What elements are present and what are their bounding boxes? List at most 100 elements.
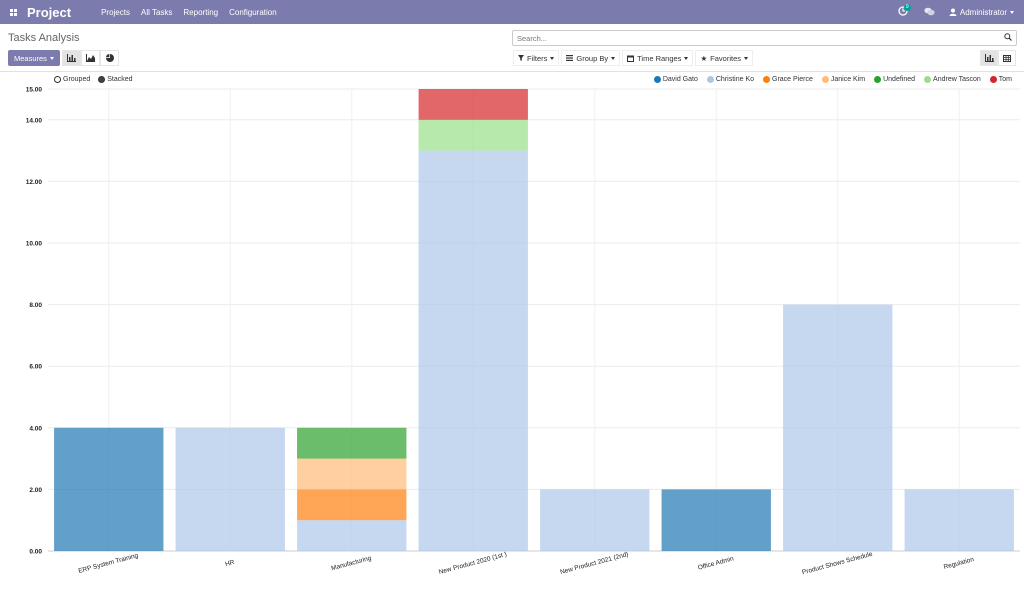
legend-item[interactable]: Tom bbox=[989, 76, 1012, 83]
calendar-icon bbox=[627, 55, 635, 62]
time-ranges-label: Time Ranges bbox=[637, 53, 682, 63]
x-tick-label: Regulation bbox=[943, 556, 975, 571]
menu-projects[interactable]: Projects bbox=[101, 7, 130, 17]
legend-label: Undefined bbox=[883, 76, 916, 83]
graph-view-button[interactable] bbox=[980, 50, 998, 66]
x-tick-label: ERP System Training bbox=[78, 552, 140, 575]
control-panel: Tasks Analysis Measures Search... Filter… bbox=[0, 24, 1024, 72]
y-tick-label: 0.00 bbox=[29, 549, 42, 556]
bar-segment bbox=[540, 489, 650, 551]
bar-chart: 0.00 2.00 4.00 6.00 8.00 10.00 12.00 14.00 15.00… bbox=[26, 87, 1020, 577]
legend-swatch bbox=[763, 76, 771, 83]
legend-item[interactable]: Christine Ko bbox=[706, 76, 755, 83]
user-icon bbox=[949, 8, 957, 16]
x-tick-label: Manufacturing bbox=[331, 555, 373, 573]
activity-icon[interactable]: 9 bbox=[898, 4, 911, 18]
y-tick-label: 2.00 bbox=[29, 487, 42, 494]
search-input[interactable]: Search... bbox=[512, 30, 1017, 46]
area-chart-icon bbox=[86, 54, 95, 62]
time-ranges-button[interactable]: Time Ranges bbox=[622, 50, 694, 66]
chart-area: Grouped Stacked David Gato Christine Ko Gr… bbox=[0, 73, 1024, 605]
legend-item[interactable]: David Gato bbox=[653, 76, 698, 83]
page-title: Tasks Analysis bbox=[8, 32, 80, 44]
top-navbar: Project Projects All Tasks Reporting Con… bbox=[0, 0, 1024, 24]
bar-chart-icon bbox=[67, 54, 76, 62]
search-icon[interactable] bbox=[1004, 33, 1012, 43]
legend-item[interactable]: Undefined bbox=[874, 76, 915, 83]
groupby-button[interactable]: Group By bbox=[561, 50, 621, 66]
menu-configuration[interactable]: Configuration bbox=[229, 7, 277, 17]
bar-segment bbox=[418, 89, 528, 120]
legend-label: Andrew Tascon bbox=[933, 76, 981, 83]
legend-swatch bbox=[989, 76, 997, 83]
bar-segment bbox=[418, 150, 528, 551]
list-icon bbox=[566, 55, 574, 61]
y-tick-label: 8.00 bbox=[29, 302, 42, 309]
user-name: Administrator bbox=[959, 7, 1007, 17]
legend-swatch bbox=[821, 76, 829, 83]
bar-segment bbox=[54, 427, 164, 551]
legend-item[interactable]: Janice Kim bbox=[821, 76, 866, 83]
bar-segment bbox=[297, 489, 407, 521]
view-switcher bbox=[980, 50, 1016, 66]
y-tick-label: 12.00 bbox=[26, 179, 43, 186]
chevron-down-icon bbox=[550, 56, 555, 60]
x-tick-label: Product Shows Schedule bbox=[801, 551, 873, 577]
pivot-view-button[interactable] bbox=[998, 50, 1016, 66]
x-tick-label: New Product 2020 (1st ) bbox=[438, 551, 508, 576]
search-placeholder: Search... bbox=[517, 33, 548, 43]
line-chart-button[interactable] bbox=[81, 50, 100, 66]
messaging-icon[interactable] bbox=[924, 7, 935, 18]
bar-chart-button[interactable] bbox=[62, 50, 81, 66]
stacked-radio[interactable] bbox=[98, 76, 106, 83]
favorites-button[interactable]: ★ Favorites bbox=[695, 50, 754, 66]
filter-icon bbox=[518, 55, 524, 61]
chevron-down-icon bbox=[744, 56, 749, 60]
grouped-radio[interactable] bbox=[54, 76, 61, 83]
chart-legend: David Gato Christine Ko Grace Pierce Janice… bbox=[653, 76, 1012, 83]
menu-reporting[interactable]: Reporting bbox=[183, 7, 219, 17]
stack-mode-toggle: Grouped Stacked bbox=[54, 76, 133, 83]
pie-chart-icon bbox=[105, 54, 114, 62]
y-tick-label: 14.00 bbox=[26, 117, 43, 124]
legend-label: Janice Kim bbox=[830, 76, 866, 83]
x-tick-label: New Product 2021 (2nd) bbox=[559, 551, 629, 576]
navbar-systray: 9 Administrator bbox=[898, 4, 1014, 18]
legend-swatch bbox=[653, 76, 661, 83]
legend-item[interactable]: Andrew Tascon bbox=[924, 76, 981, 83]
bar-segment bbox=[418, 119, 528, 151]
table-icon bbox=[1003, 54, 1011, 62]
menu-all-tasks[interactable]: All Tasks bbox=[140, 7, 173, 17]
legend-swatch bbox=[924, 76, 932, 83]
favorites-label: Favorites bbox=[710, 53, 742, 63]
user-menu[interactable]: Administrator bbox=[949, 8, 1014, 17]
main-menu: Projects All Tasks Reporting Configurati… bbox=[101, 8, 277, 17]
y-tick-label: 10.00 bbox=[26, 241, 43, 248]
bar-segment bbox=[175, 427, 285, 551]
filters-button[interactable]: Filters bbox=[513, 50, 560, 66]
grouped-label: Grouped bbox=[63, 76, 91, 83]
bar-segment bbox=[297, 427, 407, 459]
bar-segment bbox=[904, 489, 1014, 551]
bar-segment bbox=[297, 458, 407, 490]
stacked-option[interactable]: Stacked bbox=[98, 76, 133, 83]
legend-label: Grace Pierce bbox=[772, 76, 813, 83]
chevron-down-icon bbox=[1010, 10, 1014, 14]
chevron-down-icon bbox=[684, 56, 689, 60]
legend-label: Christine Ko bbox=[715, 76, 755, 83]
app-brand[interactable]: Project bbox=[27, 4, 72, 20]
legend-swatch bbox=[706, 76, 714, 83]
grouped-option[interactable]: Grouped bbox=[54, 76, 90, 83]
apps-menu-icon[interactable] bbox=[2, 0, 24, 24]
measures-button[interactable]: Measures bbox=[8, 50, 60, 66]
chevron-down-icon bbox=[611, 56, 616, 60]
legend-swatch bbox=[874, 76, 882, 83]
legend-item[interactable]: Grace Pierce bbox=[763, 76, 813, 83]
bar-segment bbox=[661, 489, 771, 551]
groupby-label: Group By bbox=[576, 53, 609, 63]
chevron-down-icon bbox=[49, 56, 54, 60]
pie-chart-button[interactable] bbox=[100, 50, 119, 66]
y-tick-label: 4.00 bbox=[29, 425, 42, 432]
bar-segment bbox=[297, 520, 407, 551]
bar-segment bbox=[783, 304, 893, 551]
